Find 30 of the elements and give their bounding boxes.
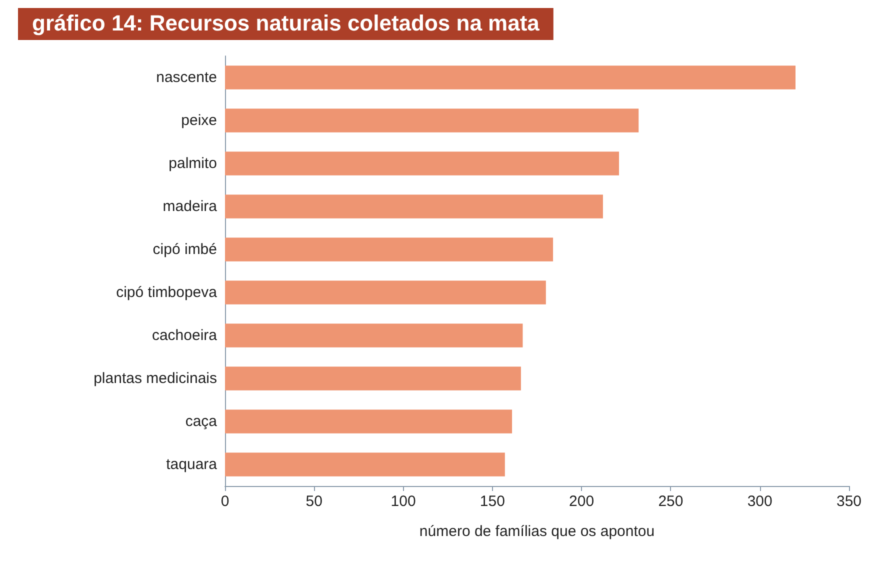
y-tick-label: cipó timbopeva: [116, 284, 218, 301]
y-tick-label: madeira: [162, 198, 218, 215]
x-axis-title: número de famílias que os apontou: [419, 523, 655, 540]
y-tick-label: peixe: [181, 112, 217, 129]
bar: [225, 280, 546, 304]
bar: [225, 238, 554, 262]
bar: [225, 452, 505, 476]
x-tick-label: 50: [306, 493, 322, 510]
y-tick-label: palmito: [168, 155, 217, 172]
y-tick-label: cachoeira: [152, 327, 218, 344]
y-tick-label: taquara: [166, 456, 218, 473]
bar: [225, 152, 620, 176]
bar: [225, 324, 523, 348]
x-tick-label: 350: [836, 493, 862, 510]
bar: [225, 366, 521, 390]
x-tick-label: 250: [658, 493, 684, 510]
y-tick-label: caça: [185, 413, 218, 430]
bar: [225, 194, 603, 218]
x-tick-label: 150: [480, 493, 505, 510]
y-tick-label: plantas medicinais: [94, 370, 217, 387]
bar: [225, 66, 796, 90]
chart-title: gráfico 14: Recursos naturais coletados na mata: [32, 10, 540, 36]
y-tick-label: nascente: [156, 69, 217, 86]
x-tick-label: 300: [747, 493, 772, 510]
x-tick-label: 100: [390, 493, 416, 510]
y-tick-label: cipó imbé: [152, 241, 217, 258]
bar: [225, 108, 639, 132]
bar: [225, 410, 512, 434]
x-tick-label: 0: [220, 493, 230, 510]
x-tick-label: 200: [569, 493, 594, 510]
